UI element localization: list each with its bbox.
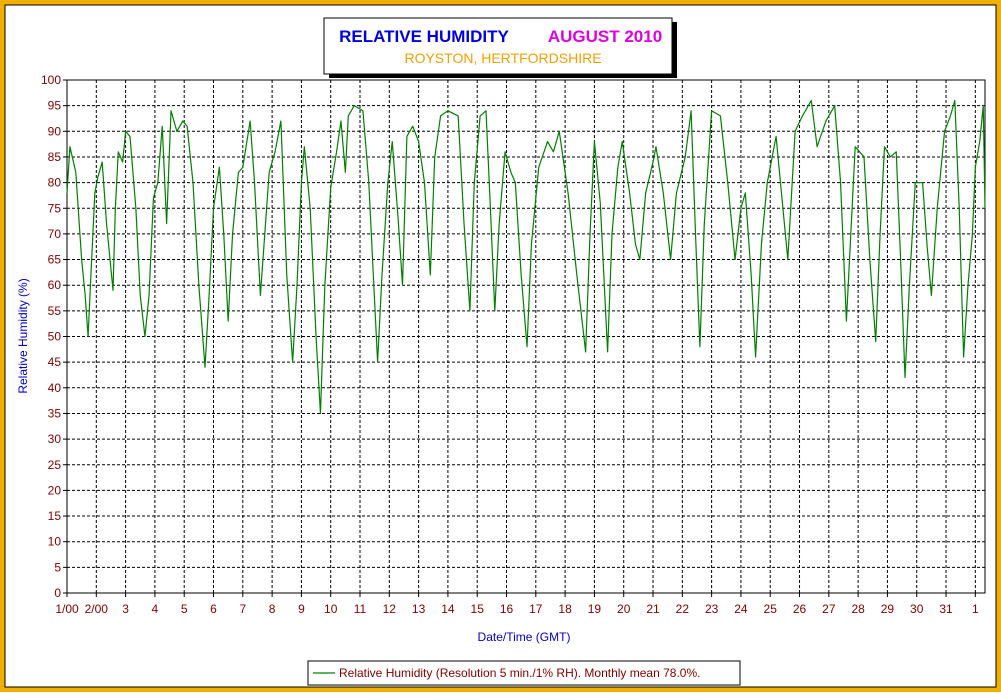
x-tick-label: 3 xyxy=(122,602,129,616)
x-tick-label: 30 xyxy=(910,602,924,616)
x-tick-label: 20 xyxy=(617,602,631,616)
chart-title: RELATIVE HUMIDITY xyxy=(339,27,509,46)
y-tick-label: 30 xyxy=(48,432,62,446)
y-tick-label: 0 xyxy=(54,586,61,600)
x-tick-label: 8 xyxy=(269,602,276,616)
data-line xyxy=(66,99,986,415)
y-tick-label: 5 xyxy=(54,560,61,574)
x-tick-label: 22 xyxy=(676,602,690,616)
x-tick-label: 1 xyxy=(972,602,979,616)
x-tick-label: 16 xyxy=(500,602,514,616)
legend-box xyxy=(307,660,741,686)
y-tick-label: 50 xyxy=(48,330,62,344)
x-tick-label: 1/00 xyxy=(55,602,79,616)
y-tick-label: 40 xyxy=(48,381,62,395)
y-tick-label: 75 xyxy=(48,201,62,215)
x-tick-label: 5 xyxy=(181,602,188,616)
chart-subtitle: ROYSTON, HERTFORDSHIRE xyxy=(404,50,601,66)
y-tick-label: 100 xyxy=(41,73,61,87)
x-tick-label: 2/00 xyxy=(85,602,109,616)
x-tick-label: 25 xyxy=(764,602,778,616)
y-tick-label: 35 xyxy=(48,406,62,420)
y-tick-label: 10 xyxy=(48,535,62,549)
legend-label: Relative Humidity (Resolution 5 min./1% … xyxy=(339,666,700,680)
y-tick-label: 65 xyxy=(48,253,62,267)
x-tick-label: 12 xyxy=(383,602,397,616)
x-tick-label: 27 xyxy=(822,602,836,616)
y-tick-label: 85 xyxy=(48,150,62,164)
x-tick-label: 24 xyxy=(734,602,748,616)
x-tick-label: 19 xyxy=(588,602,602,616)
x-tick-label: 10 xyxy=(324,602,338,616)
x-tick-label: 11 xyxy=(354,602,367,616)
y-tick-label: 15 xyxy=(48,509,62,523)
x-tick-label: 9 xyxy=(298,602,305,616)
x-tick-label: 21 xyxy=(646,602,660,616)
x-tick-label: 7 xyxy=(239,602,246,616)
y-tick-label: 80 xyxy=(48,176,62,190)
x-tick-label: 13 xyxy=(412,602,426,616)
x-axis-title: Date/Time (GMT) xyxy=(478,630,571,644)
title-box xyxy=(323,17,673,75)
y-tick-label: 20 xyxy=(48,483,62,497)
y-tick-label: 95 xyxy=(48,99,62,113)
x-tick-label: 26 xyxy=(793,602,807,616)
x-tick-label: 31 xyxy=(939,602,953,616)
y-tick-label: 25 xyxy=(48,458,62,472)
y-tick-label: 70 xyxy=(48,227,62,241)
x-tick-label: 23 xyxy=(705,602,719,616)
y-tick-label: 60 xyxy=(48,278,62,292)
x-tick-label: 6 xyxy=(210,602,217,616)
x-tick-label: 4 xyxy=(152,602,159,616)
chart-period: AUGUST 2010 xyxy=(548,27,662,46)
y-tick-label: 55 xyxy=(48,304,62,318)
y-axis-title: Relative Humidity (%) xyxy=(16,278,30,393)
x-tick-label: 18 xyxy=(558,602,572,616)
x-tick-label: 29 xyxy=(881,602,895,616)
x-tick-label: 28 xyxy=(851,602,865,616)
x-tick-label: 17 xyxy=(529,602,543,616)
y-tick-label: 90 xyxy=(48,124,62,138)
x-tick-label: 14 xyxy=(441,602,455,616)
x-tick-label: 15 xyxy=(471,602,485,616)
y-tick-label: 45 xyxy=(48,355,62,369)
